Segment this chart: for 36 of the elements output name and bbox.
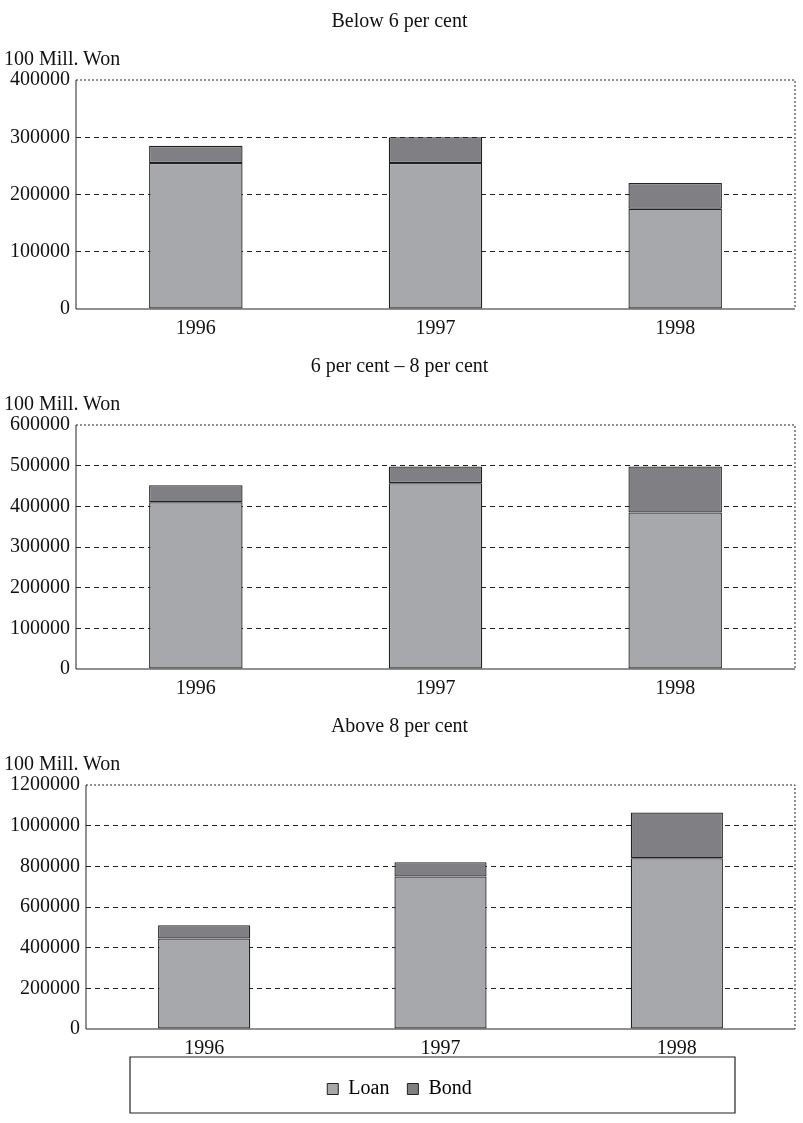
y-axis-title: 100 Mill. Won xyxy=(4,752,121,775)
y-tick-label: 0 xyxy=(60,656,70,679)
y-tick-label: 0 xyxy=(70,1016,80,1039)
x-tick-label: 1997 xyxy=(415,316,456,339)
y-tick-label: 500000 xyxy=(10,452,70,475)
y-tick-label: 0 xyxy=(60,296,70,319)
y-tick-label: 200000 xyxy=(20,975,80,998)
legend-label: Bond xyxy=(428,1076,472,1099)
y-tick-label: 400000 xyxy=(10,67,70,90)
y-tick-label: 300000 xyxy=(10,124,70,147)
legend-label: Loan xyxy=(348,1076,390,1099)
y-tick-label: 400000 xyxy=(10,493,70,516)
y-tick-label: 300000 xyxy=(10,534,70,557)
x-tick-label: 1998 xyxy=(655,316,696,339)
y-tick-label: 400000 xyxy=(20,934,80,957)
y-tick-label: 1200000 xyxy=(10,772,80,795)
y-tick-label: 600000 xyxy=(10,412,70,435)
y-tick-label: 1000000 xyxy=(10,812,80,835)
chart-title: Above 8 per cent xyxy=(330,714,469,738)
x-tick-label: 1997 xyxy=(420,1036,461,1059)
x-tick-label: 1998 xyxy=(656,1036,697,1059)
y-tick-label: 100000 xyxy=(10,239,70,261)
y-tick-label: 100000 xyxy=(10,615,70,638)
y-tick-label: 800000 xyxy=(20,853,80,876)
y-axis-title: 100 Mill. Won xyxy=(4,47,121,70)
x-tick-label: 1998 xyxy=(655,676,696,699)
x-tick-label: 1996 xyxy=(175,676,216,699)
y-tick-label: 200000 xyxy=(10,181,70,204)
x-tick-label: 1996 xyxy=(175,316,216,339)
chart-title: Below 6 per cent xyxy=(331,9,468,33)
y-tick-label: 600000 xyxy=(20,894,80,917)
y-tick-label: 200000 xyxy=(10,574,70,597)
y-axis-title: 100 Mill. Won xyxy=(4,392,121,415)
x-tick-label: 1996 xyxy=(184,1036,225,1059)
chart-title: 6 per cent – 8 per cent xyxy=(310,354,489,378)
x-tick-label: 1997 xyxy=(415,676,456,699)
